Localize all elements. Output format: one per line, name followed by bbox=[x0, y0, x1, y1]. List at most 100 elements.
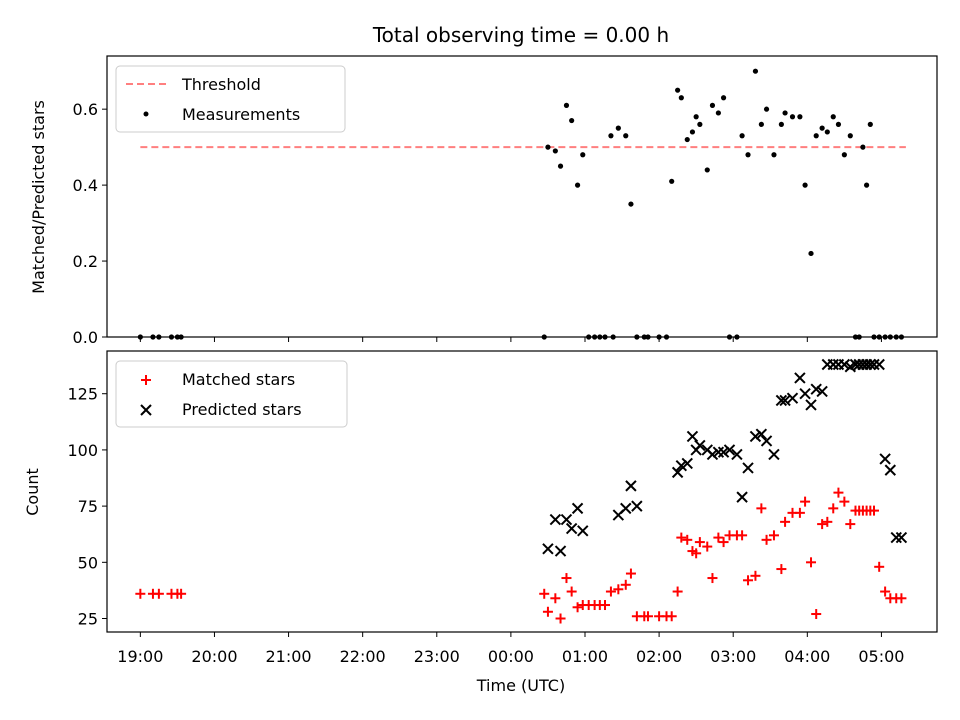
predicted-star-point bbox=[760, 435, 773, 447]
count-legend: Matched stars Predicted stars bbox=[115, 360, 348, 428]
matched-star-point bbox=[572, 602, 583, 613]
measurement-point bbox=[758, 121, 764, 127]
predicted-star-point bbox=[868, 358, 880, 371]
measurement-point bbox=[720, 95, 727, 101]
measurement-point bbox=[709, 102, 716, 108]
matched-star-point bbox=[756, 503, 767, 514]
matched-star-point bbox=[750, 570, 761, 581]
matched-star-point bbox=[672, 586, 683, 597]
predicted-star-point bbox=[723, 444, 736, 456]
predicted-star-point bbox=[686, 430, 699, 443]
predicted-star-point bbox=[775, 394, 788, 407]
measurement-point bbox=[752, 68, 759, 74]
predicted-star-point bbox=[560, 513, 573, 526]
measurement-point bbox=[841, 152, 847, 158]
matched-star-point bbox=[642, 611, 653, 622]
predicted-star-point bbox=[827, 358, 839, 371]
matched-star-point bbox=[561, 573, 572, 584]
matched-star-point bbox=[694, 537, 705, 548]
x-tick-label: 05:00 bbox=[858, 647, 904, 666]
measurement-point bbox=[824, 129, 830, 135]
predicted-star-point bbox=[736, 491, 748, 503]
predicted-star-point bbox=[717, 446, 730, 458]
count-y-axis-label: Count bbox=[23, 468, 42, 516]
matched-star-point bbox=[713, 532, 724, 543]
predicted-star-point bbox=[810, 383, 822, 395]
matched-star-point bbox=[600, 600, 610, 611]
matched-star-point bbox=[539, 588, 550, 599]
matched-star-point bbox=[845, 519, 856, 530]
measurement-point bbox=[697, 121, 703, 127]
measurement-point bbox=[580, 152, 586, 158]
count-panel: 25 50 75 100 125 19:00 20:00 21:00 22:00 23:00 00… bbox=[23, 350, 938, 695]
matched-star-point bbox=[566, 586, 577, 597]
measurement-point bbox=[675, 87, 681, 93]
legend-measurements-label: Measurements bbox=[182, 105, 300, 124]
ratio-y-axis-label: Matched/Predicted stars bbox=[29, 100, 48, 294]
matched-star-point bbox=[743, 575, 754, 586]
measurement-point bbox=[615, 125, 621, 131]
measurement-point bbox=[789, 114, 796, 120]
matched-star-point bbox=[828, 503, 839, 514]
legend-predicted-swatch bbox=[140, 404, 152, 416]
measurement-point bbox=[860, 144, 866, 150]
matched-star-point bbox=[153, 588, 164, 599]
matched-star-point bbox=[880, 586, 891, 597]
predicted-star-point bbox=[768, 448, 780, 461]
x-tick-label: 19:00 bbox=[117, 647, 163, 666]
x-axis-label: Time (UTC) bbox=[476, 676, 565, 695]
count-y-tick-label: 125 bbox=[67, 385, 98, 404]
ratio-y-tick-label: 0.4 bbox=[73, 176, 98, 195]
matched-star-point bbox=[761, 534, 772, 545]
ratio-y-tick-label: 0.6 bbox=[73, 100, 98, 119]
measurement-point bbox=[628, 201, 634, 207]
x-tick-label: 21:00 bbox=[266, 647, 312, 666]
matched-star-point bbox=[691, 548, 702, 559]
measurement-point bbox=[782, 110, 788, 116]
predicted-star-point bbox=[742, 462, 754, 474]
matched-star-point bbox=[620, 579, 631, 590]
x-tick-label: 00:00 bbox=[488, 647, 534, 666]
ratio-plot-frame bbox=[106, 55, 938, 338]
measurement-point bbox=[715, 110, 721, 116]
matched-star-point bbox=[555, 613, 566, 624]
matched-star-point bbox=[794, 507, 805, 518]
ratio-panel: 0.0 0.2 0.4 0.6 Matched/Predicted stars Thr… bbox=[29, 55, 938, 347]
matched-star-point bbox=[811, 609, 822, 620]
count-y-tick-label: 50 bbox=[78, 553, 98, 572]
matched-star-point bbox=[780, 516, 791, 527]
measurement-point bbox=[678, 95, 684, 101]
measurement-point bbox=[563, 102, 570, 108]
predicted-star-point bbox=[712, 446, 725, 458]
legend-measurements-swatch bbox=[143, 111, 149, 117]
legend-predicted-label: Predicted stars bbox=[182, 400, 302, 419]
measurement-point bbox=[689, 129, 696, 135]
measurement-point bbox=[569, 117, 575, 124]
measurement-point bbox=[693, 114, 699, 120]
measurement-point bbox=[552, 148, 558, 154]
matched-star-point bbox=[176, 588, 187, 599]
ratio-legend: Threshold Measurements bbox=[115, 65, 346, 133]
predicted-star-point bbox=[838, 358, 851, 371]
predicted-star-point bbox=[805, 399, 817, 411]
predicted-star-point bbox=[779, 394, 791, 407]
measurement-point bbox=[835, 121, 842, 127]
predicted-star-point bbox=[681, 457, 693, 470]
matched-star-point bbox=[800, 496, 811, 507]
legend-matched-swatch bbox=[141, 375, 151, 385]
x-tick-label: 22:00 bbox=[340, 647, 386, 666]
predicted-star-point bbox=[890, 531, 902, 544]
matched-star-point bbox=[718, 537, 729, 548]
measurement-point bbox=[867, 121, 873, 127]
matched-star-point bbox=[666, 611, 677, 622]
measurement-point bbox=[847, 133, 853, 139]
matched-star-point bbox=[613, 584, 624, 595]
measurement-point bbox=[771, 152, 777, 158]
matched-star-point bbox=[676, 532, 687, 543]
predicted-star-point bbox=[631, 500, 643, 512]
measurement-point bbox=[669, 178, 675, 184]
predicted-star-point bbox=[794, 372, 806, 384]
predicted-star-point bbox=[565, 522, 578, 535]
measurement-point bbox=[745, 152, 751, 158]
